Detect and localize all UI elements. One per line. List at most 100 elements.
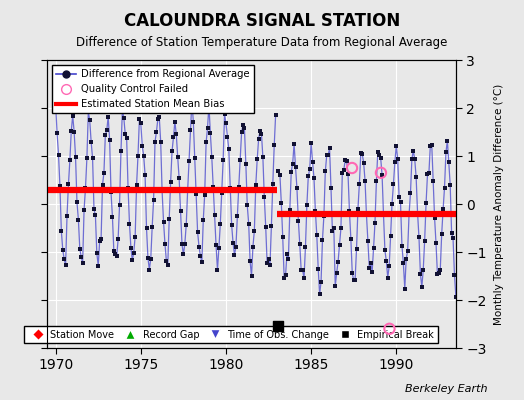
Point <box>345 208 354 214</box>
Point <box>382 258 390 264</box>
Point <box>259 154 267 160</box>
Point <box>426 142 434 149</box>
Point <box>434 270 443 276</box>
Point <box>199 217 208 223</box>
Point <box>91 212 100 218</box>
Point <box>394 155 402 162</box>
Point <box>348 270 356 277</box>
Point <box>257 130 266 137</box>
Point <box>162 258 170 264</box>
Point <box>389 181 398 188</box>
Point <box>226 185 234 192</box>
Point <box>198 259 206 266</box>
Point <box>192 190 200 197</box>
Point <box>298 267 307 273</box>
Point <box>286 206 294 213</box>
Point <box>182 221 190 228</box>
Point <box>111 251 119 258</box>
Point <box>188 97 196 104</box>
Point <box>348 165 356 171</box>
Point <box>51 102 60 108</box>
Point <box>358 150 366 157</box>
Point <box>105 136 114 143</box>
Point <box>284 256 292 262</box>
Point <box>110 248 118 255</box>
Point <box>135 116 144 122</box>
Point <box>301 244 310 250</box>
Point <box>69 112 77 119</box>
Point <box>148 224 156 230</box>
Point <box>267 223 276 229</box>
Point <box>264 256 272 262</box>
Point <box>362 212 370 218</box>
Point <box>151 139 159 145</box>
Point <box>236 157 244 163</box>
Point <box>183 187 192 194</box>
Point <box>335 242 344 248</box>
Point <box>364 238 372 244</box>
Point <box>260 194 268 200</box>
Point <box>169 134 178 140</box>
Point <box>438 231 446 237</box>
Point <box>300 275 308 281</box>
Point <box>201 191 209 198</box>
Point <box>205 102 213 108</box>
Point <box>395 194 403 201</box>
Point <box>314 266 322 272</box>
Point <box>119 114 128 121</box>
Point <box>392 143 400 150</box>
Point <box>67 128 75 134</box>
Point <box>377 170 385 176</box>
Point <box>77 254 85 260</box>
Point <box>144 254 152 261</box>
Point <box>334 258 342 265</box>
Point <box>223 134 232 140</box>
Point <box>325 145 334 151</box>
Point <box>137 120 145 126</box>
Point <box>365 265 374 271</box>
Point <box>155 114 163 120</box>
Point <box>75 246 84 252</box>
Point <box>203 125 212 131</box>
Point <box>303 202 311 209</box>
Point <box>400 285 409 292</box>
Point <box>287 168 296 175</box>
Point <box>84 108 93 115</box>
Point <box>89 155 97 162</box>
Point <box>409 148 418 154</box>
Point <box>415 234 423 241</box>
Point <box>134 152 142 159</box>
Point <box>157 139 165 145</box>
Point <box>168 148 176 154</box>
Point <box>138 142 146 149</box>
Point <box>237 129 246 136</box>
Point <box>245 220 253 227</box>
Point <box>444 159 453 166</box>
Point <box>344 171 352 178</box>
Point <box>104 114 112 120</box>
Point <box>289 160 297 167</box>
Point <box>432 240 440 246</box>
Point <box>73 199 81 205</box>
Point <box>94 262 102 269</box>
Point <box>145 266 154 273</box>
Point <box>327 185 335 191</box>
Point <box>81 185 90 192</box>
Point <box>396 199 405 206</box>
Point <box>422 200 430 206</box>
Point <box>388 201 396 207</box>
Point <box>351 276 359 283</box>
Point <box>212 242 220 248</box>
Point <box>59 247 67 253</box>
Point <box>57 228 66 234</box>
Point <box>371 220 379 226</box>
Point <box>179 251 188 258</box>
Point <box>280 274 288 281</box>
Point <box>139 152 148 159</box>
Point <box>391 159 399 165</box>
Point <box>341 157 350 164</box>
Point <box>368 268 376 275</box>
Point <box>131 234 139 240</box>
Point <box>152 128 161 135</box>
Point <box>202 139 210 146</box>
